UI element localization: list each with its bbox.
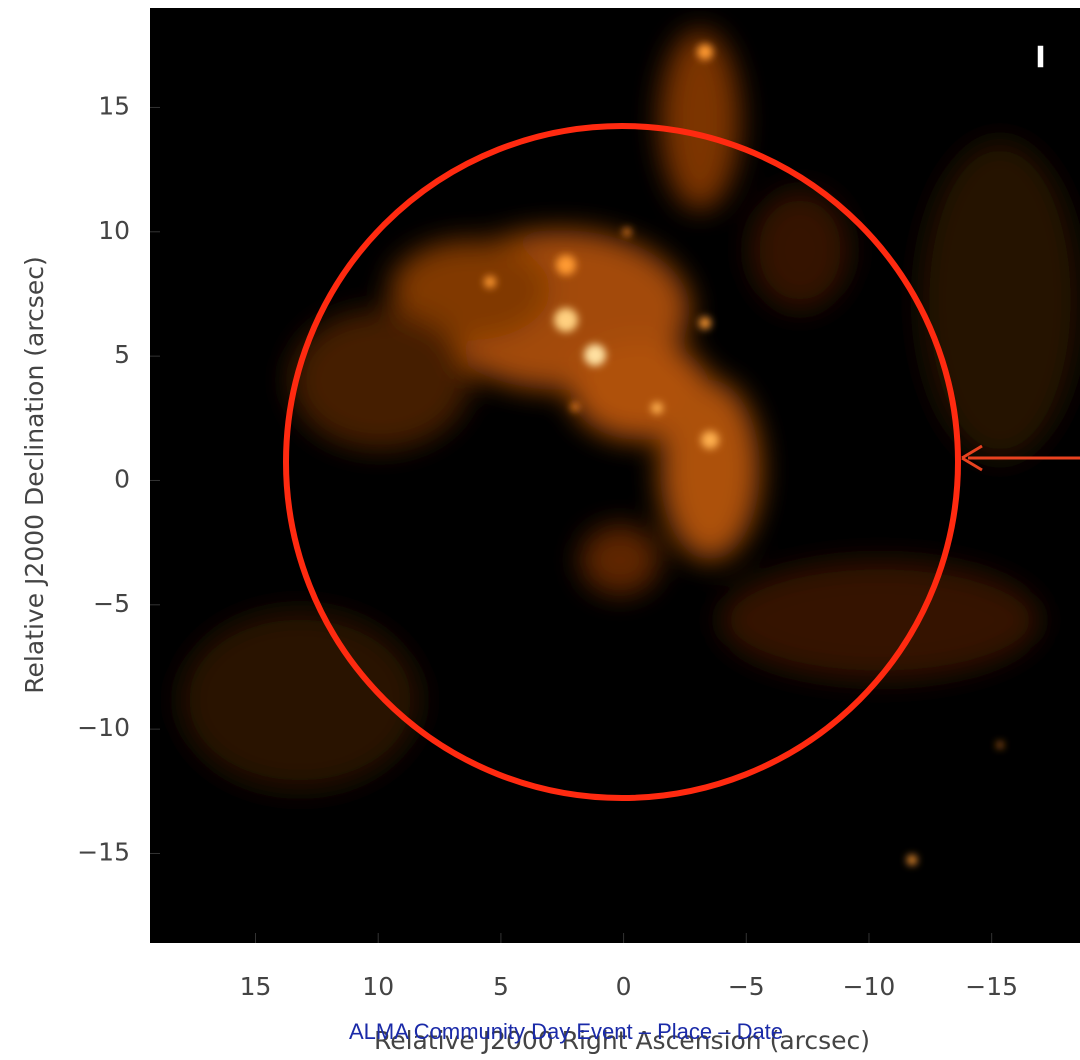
y-tick-label: 5: [114, 340, 130, 369]
x-tick-label: −10: [843, 972, 896, 1001]
y-tick-label: 15: [98, 91, 130, 120]
y-tick-label: −10: [77, 713, 130, 742]
y-tick-label: 0: [114, 464, 130, 493]
x-tick-label: −5: [728, 972, 765, 1001]
x-tick-label: 5: [493, 972, 509, 1001]
page: {"chart_data": {"type": "image", "xlabel…: [0, 0, 1080, 1060]
y-tick-label: 10: [98, 216, 130, 245]
y-tick-label: −15: [77, 837, 130, 866]
x-tick-label: −15: [965, 972, 1018, 1001]
x-tick-label: 15: [240, 972, 272, 1001]
y-tick-label: −5: [93, 589, 130, 618]
scale-marker: [1037, 45, 1044, 68]
x-tick-label: 10: [362, 972, 394, 1001]
footer: ALMA Community Day Event – Place – Date: [349, 1019, 783, 1044]
x-tick-label: 0: [616, 972, 632, 1001]
chart: Relative J2000 Right Ascension (arcsec) …: [0, 0, 1080, 1060]
plot-area: [150, 8, 1080, 943]
y-axis-label: Relative J2000 Declination (arcsec): [20, 256, 49, 693]
